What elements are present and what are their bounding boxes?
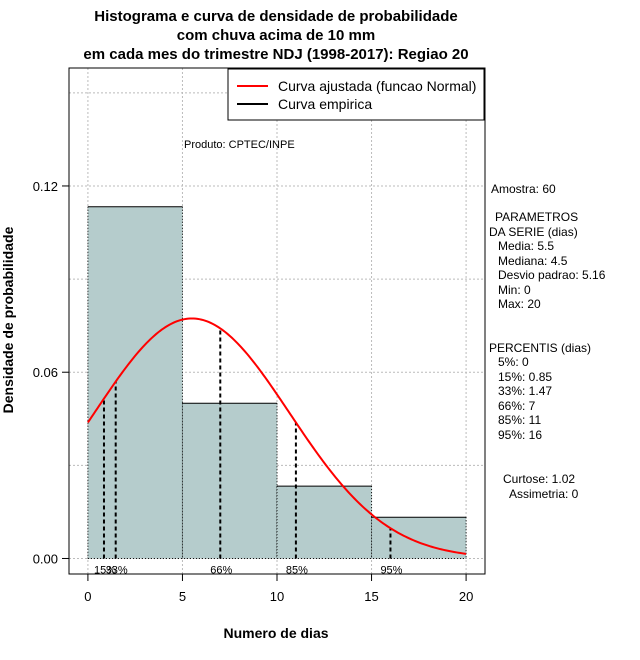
chart-title-line-1: Histograma e curva de densidade de proba… [94, 8, 457, 25]
percentile-label-1: 33% [106, 564, 128, 576]
stats-media: Media: 5.5 [498, 239, 554, 253]
y-tick-label-0: 0.00 [33, 551, 58, 566]
x-tick-label-1: 5 [179, 589, 186, 604]
x-tick-label-3: 15 [364, 589, 378, 604]
y-tick-label-1: 0.06 [33, 365, 58, 380]
histogram-bar-1 [182, 403, 277, 559]
percentile-label-4: 95% [380, 564, 402, 576]
stats-mediana: Mediana: 4.5 [498, 254, 568, 268]
stats-min: Min: 0 [498, 283, 531, 297]
histogram-bar-0 [87, 206, 183, 559]
percentile-label-0: 15% [94, 564, 116, 576]
stats-params-title-1: PARAMETROS [495, 210, 578, 224]
stats-sample: Amostra: 60 [491, 182, 556, 196]
legend: Curva ajustada (funcao Normal) Curva emp… [227, 68, 485, 121]
chart-title-line-2: com chuva acima de 10 mm [177, 27, 375, 44]
stats-p95: 95%: 16 [498, 428, 542, 442]
stats-p66: 66%: 7 [498, 399, 536, 413]
y-tick-label-2: 0.12 [33, 179, 58, 194]
stats-p33: 33%: 1.47 [498, 384, 552, 398]
x-tick-label-2: 10 [270, 589, 284, 604]
stats-desvio: Desvio padrao: 5.16 [498, 268, 606, 282]
stats-percentis-title: PERCENTIS (dias) [489, 341, 591, 355]
stats-p5: 5%: 0 [498, 355, 529, 369]
fitted-normal-curve [87, 317, 467, 555]
stats-p15: 15%: 0.85 [498, 370, 552, 384]
stats-panel: Amostra: 60 PARAMETROS DA SERIE (dias) M… [489, 182, 606, 501]
stats-assimetria: Assimetria: 0 [509, 487, 579, 501]
plot-frame [68, 67, 486, 575]
percentile-label-2: 66% [210, 564, 232, 576]
stats-params-title-2: DA SERIE (dias) [489, 225, 578, 239]
x-tick-label-4: 20 [459, 589, 473, 604]
stats-max: Max: 20 [498, 297, 541, 311]
chart-title-line-3: em cada mes do trimestre NDJ (1998-2017)… [83, 46, 468, 63]
legend-box [227, 68, 485, 121]
legend-empirical-label: Curva empirica [278, 96, 372, 112]
percentile-label-3: 85% [286, 564, 308, 576]
histogram-bar-2 [277, 486, 372, 559]
y-axis-label: Densidade de probabilidade [0, 226, 16, 413]
stats-curtose: Curtose: 1.02 [503, 472, 575, 486]
x-tick-label-0: 0 [84, 589, 91, 604]
x-axis-label: Numero de dias [223, 625, 328, 641]
legend-fitted-label: Curva ajustada (funcao Normal) [278, 78, 476, 94]
product-annotation: Produto: CPTEC/INPE [184, 139, 295, 151]
stats-p85: 85%: 11 [498, 413, 541, 427]
